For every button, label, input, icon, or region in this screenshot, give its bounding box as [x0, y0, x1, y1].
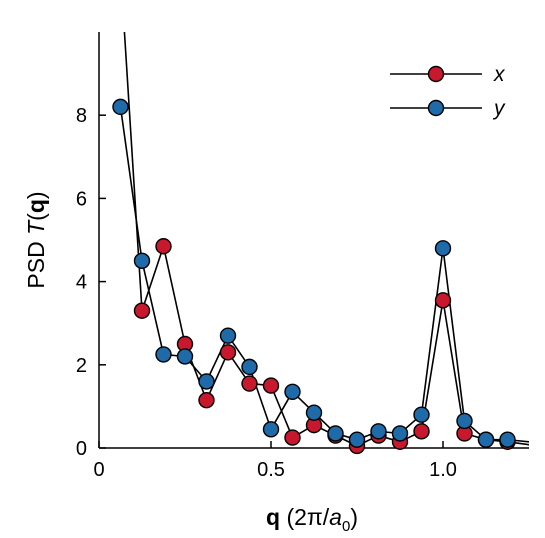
point-y — [305, 404, 323, 421]
point-y — [219, 327, 237, 344]
y-tick-label: 0 — [76, 438, 87, 460]
point-x — [241, 375, 258, 392]
point-x — [133, 302, 151, 319]
point-x — [413, 423, 430, 440]
point-y — [434, 240, 452, 257]
y-tick-label: 6 — [76, 188, 87, 210]
series-line-y — [119, 106, 529, 443]
point-x — [434, 292, 452, 309]
legend-marker-y — [427, 99, 445, 117]
axis-ticks: 0 2 4 6 8 0 0.5 1.0 — [76, 105, 457, 481]
x-tick-label: 0 — [93, 459, 104, 481]
point-y — [499, 431, 516, 448]
legend-label-x: x — [493, 63, 506, 86]
point-x — [198, 391, 215, 409]
legend-marker-x — [427, 65, 445, 83]
point-x — [219, 344, 237, 361]
point-y — [284, 383, 301, 401]
point-x — [284, 429, 301, 446]
point-y — [198, 373, 215, 390]
y-axis-label: PSD T(q) — [23, 191, 49, 288]
point-y — [262, 421, 280, 438]
point-y — [391, 425, 409, 442]
y-tick-label: 2 — [76, 355, 87, 377]
point-y — [176, 348, 194, 365]
point-y — [456, 412, 473, 430]
x-tick-label: 0.5 — [257, 459, 285, 481]
point-y — [133, 252, 151, 269]
series-lines — [119, 32, 529, 447]
point-x — [262, 377, 280, 394]
point-x — [155, 238, 172, 255]
point-y — [477, 431, 495, 448]
point-y — [155, 346, 172, 363]
point-y — [112, 98, 129, 116]
point-y — [241, 358, 258, 376]
series-points — [112, 98, 516, 455]
legend: xy — [390, 63, 506, 120]
x-axis-label: q (2π/a0) — [266, 504, 358, 535]
legend-label-y: y — [492, 97, 506, 120]
point-y — [327, 425, 344, 442]
y-tick-label: 8 — [76, 105, 87, 127]
series-line-x — [123, 32, 529, 447]
x-tick-label: 1.0 — [429, 459, 457, 481]
point-y — [348, 431, 366, 448]
point-y — [370, 423, 387, 440]
point-y — [413, 406, 430, 423]
y-tick-label: 4 — [76, 272, 87, 294]
